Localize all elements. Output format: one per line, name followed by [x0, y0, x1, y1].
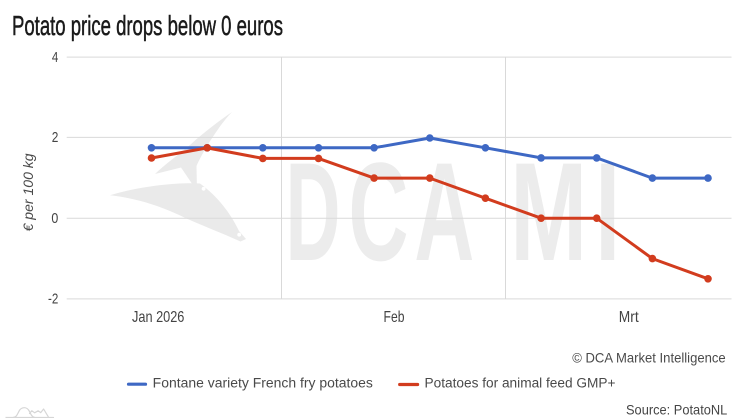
svg-text:Fontane variety French fry pot: Fontane variety French fry potatoes	[153, 375, 373, 390]
svg-text:4: 4	[52, 49, 58, 66]
svg-text:-2: -2	[48, 291, 58, 308]
svg-text:Potato price drops below 0 eur: Potato price drops below 0 euros	[12, 10, 283, 41]
svg-text:A: A	[414, 133, 474, 290]
svg-text:Jan 2026: Jan 2026	[132, 309, 184, 326]
svg-text:D: D	[286, 133, 341, 290]
svg-text:Source: PotatoNL: Source: PotatoNL	[626, 402, 727, 418]
svg-text:Mrt: Mrt	[619, 309, 639, 326]
svg-text:€ per 100 kg: € per 100 kg	[20, 153, 36, 231]
svg-text:0: 0	[51, 210, 58, 227]
svg-text:C: C	[349, 133, 409, 290]
svg-text:Potatoes for animal feed GMP+: Potatoes for animal feed GMP+	[425, 375, 616, 390]
svg-text:2: 2	[52, 129, 59, 146]
svg-text:Feb: Feb	[384, 309, 405, 326]
svg-text:© DCA Market Intelligence: © DCA Market Intelligence	[572, 349, 726, 365]
